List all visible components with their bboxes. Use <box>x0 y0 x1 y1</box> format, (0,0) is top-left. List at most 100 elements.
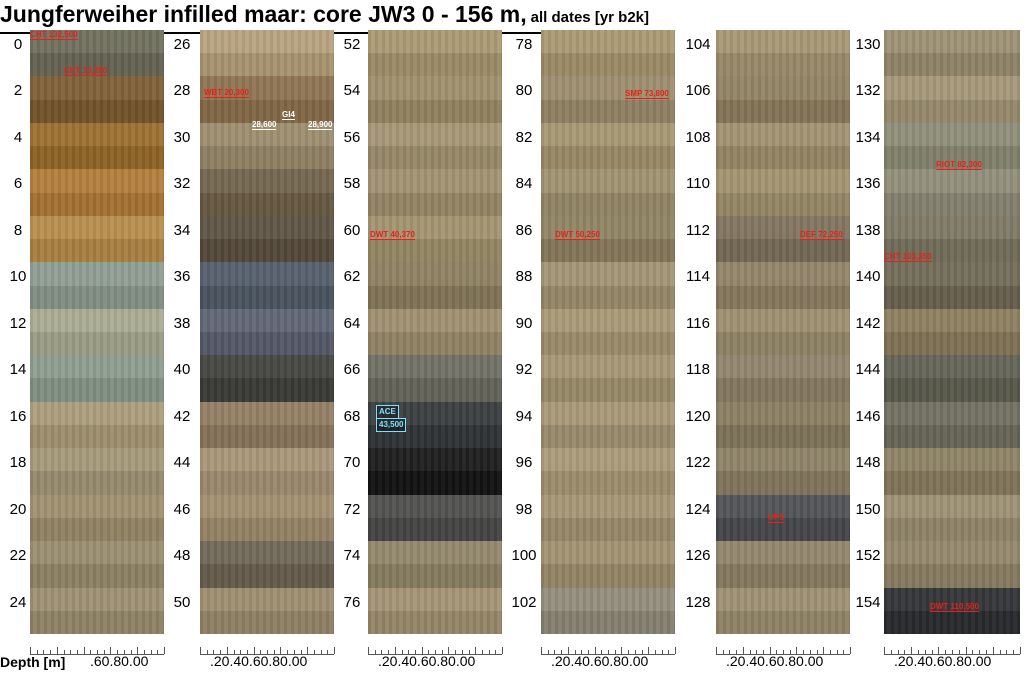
depth-label: 54 <box>343 82 361 100</box>
depth-label: 82 <box>515 128 533 146</box>
axis-tick <box>736 650 738 654</box>
core-segment <box>368 610 502 634</box>
axis-tick <box>495 650 497 654</box>
core-segment <box>884 401 1020 426</box>
axis-tick <box>488 650 490 654</box>
core-segment <box>884 262 1020 287</box>
core-segment <box>884 564 1020 589</box>
axis-tick <box>90 650 92 654</box>
core-segment <box>716 308 850 333</box>
date-annotation: CHT 103,350 <box>884 252 932 262</box>
axis-tick <box>594 647 596 654</box>
date-annotation: 28,600 <box>252 120 277 130</box>
axis-tick <box>117 650 119 654</box>
depth-label: 12 <box>9 314 27 332</box>
core-segment <box>200 541 334 566</box>
core-segment <box>716 262 850 287</box>
axis-tick <box>246 650 248 654</box>
depth-label: 144 <box>855 361 881 379</box>
axis-tick <box>634 650 636 654</box>
axis-tick <box>137 647 139 654</box>
depth-scale-axis <box>884 640 1021 655</box>
axis-tick <box>601 650 603 654</box>
core-segment <box>716 332 850 357</box>
core-segment <box>368 169 502 194</box>
core-segment <box>368 355 502 380</box>
axis-tick <box>924 650 926 654</box>
core-segment <box>368 332 502 357</box>
core-segment <box>30 30 164 55</box>
core-segment <box>541 564 675 589</box>
core-segment <box>716 587 850 612</box>
axis-tick-labels: .60.80.00 <box>90 653 149 669</box>
axis-tick <box>226 647 228 654</box>
axis-tick-labels: .20.40.60.80.00 <box>210 653 308 669</box>
depth-label: 20 <box>9 500 27 518</box>
axis-tick <box>233 650 235 654</box>
axis-tick <box>769 647 771 654</box>
core-segment <box>884 541 1020 566</box>
depth-label: 140 <box>855 268 881 286</box>
date-annotation: UPS <box>768 513 785 523</box>
axis-tick <box>428 650 430 654</box>
depth-label: 22 <box>9 547 27 565</box>
axis-tick <box>36 650 38 654</box>
core-segment <box>368 448 502 473</box>
core-segment <box>716 424 850 450</box>
axis-tick <box>293 650 295 654</box>
core-segment <box>30 122 164 148</box>
axis-tick <box>200 647 201 654</box>
depth-scale-axis <box>30 640 165 655</box>
axis-tick <box>904 650 906 654</box>
axis-tick <box>541 647 542 654</box>
axis-tick <box>143 650 145 654</box>
axis-tick <box>320 650 322 654</box>
core-segment <box>368 122 502 148</box>
core-segment <box>30 53 164 78</box>
core-segment <box>30 424 164 450</box>
core-segment <box>541 355 675 380</box>
axis-tick <box>675 647 676 654</box>
core-segment <box>541 122 675 148</box>
core-segment <box>30 262 164 287</box>
depth-label: 152 <box>855 547 881 565</box>
axis-tick <box>581 650 583 654</box>
core-segment <box>200 30 334 55</box>
core-segment <box>716 517 850 543</box>
core-segment <box>716 30 850 55</box>
core-segment <box>30 378 164 403</box>
depth-label: 120 <box>685 407 711 425</box>
core-segment <box>541 332 675 357</box>
core-segment <box>884 146 1020 171</box>
depth-label: 122 <box>685 454 711 472</box>
core-segment <box>716 53 850 78</box>
depth-label: 60 <box>343 221 361 239</box>
depth-label: 88 <box>515 268 533 286</box>
axis-tick <box>97 650 98 654</box>
core-segment <box>30 215 164 241</box>
depth-label: 36 <box>173 268 191 286</box>
axis-tick <box>884 647 885 654</box>
core-segment <box>200 285 334 310</box>
depth-label: 92 <box>515 361 533 379</box>
axis-tick <box>979 650 981 654</box>
axis-tick <box>783 650 784 654</box>
depth-label: 124 <box>685 500 711 518</box>
depth-label: 126 <box>685 547 711 565</box>
core-segment <box>541 610 675 634</box>
depth-label: 106 <box>685 82 711 100</box>
axis-tick <box>803 650 805 654</box>
title-main: Jungferweiher infilled maar: core JW3 0 … <box>0 1 527 27</box>
axis-tick <box>70 650 72 654</box>
core-segment <box>541 169 675 194</box>
axis-tick <box>952 650 953 654</box>
depth-label: 90 <box>515 314 533 332</box>
axis-tick <box>958 650 960 654</box>
date-annotation: DWT 50,250 <box>555 230 600 240</box>
depth-label: 114 <box>686 268 710 286</box>
depth-label: 38 <box>173 314 191 332</box>
axis-tick <box>475 647 477 654</box>
axis-tick <box>150 650 152 654</box>
depth-label: 66 <box>343 361 361 379</box>
core-segment <box>368 76 502 101</box>
